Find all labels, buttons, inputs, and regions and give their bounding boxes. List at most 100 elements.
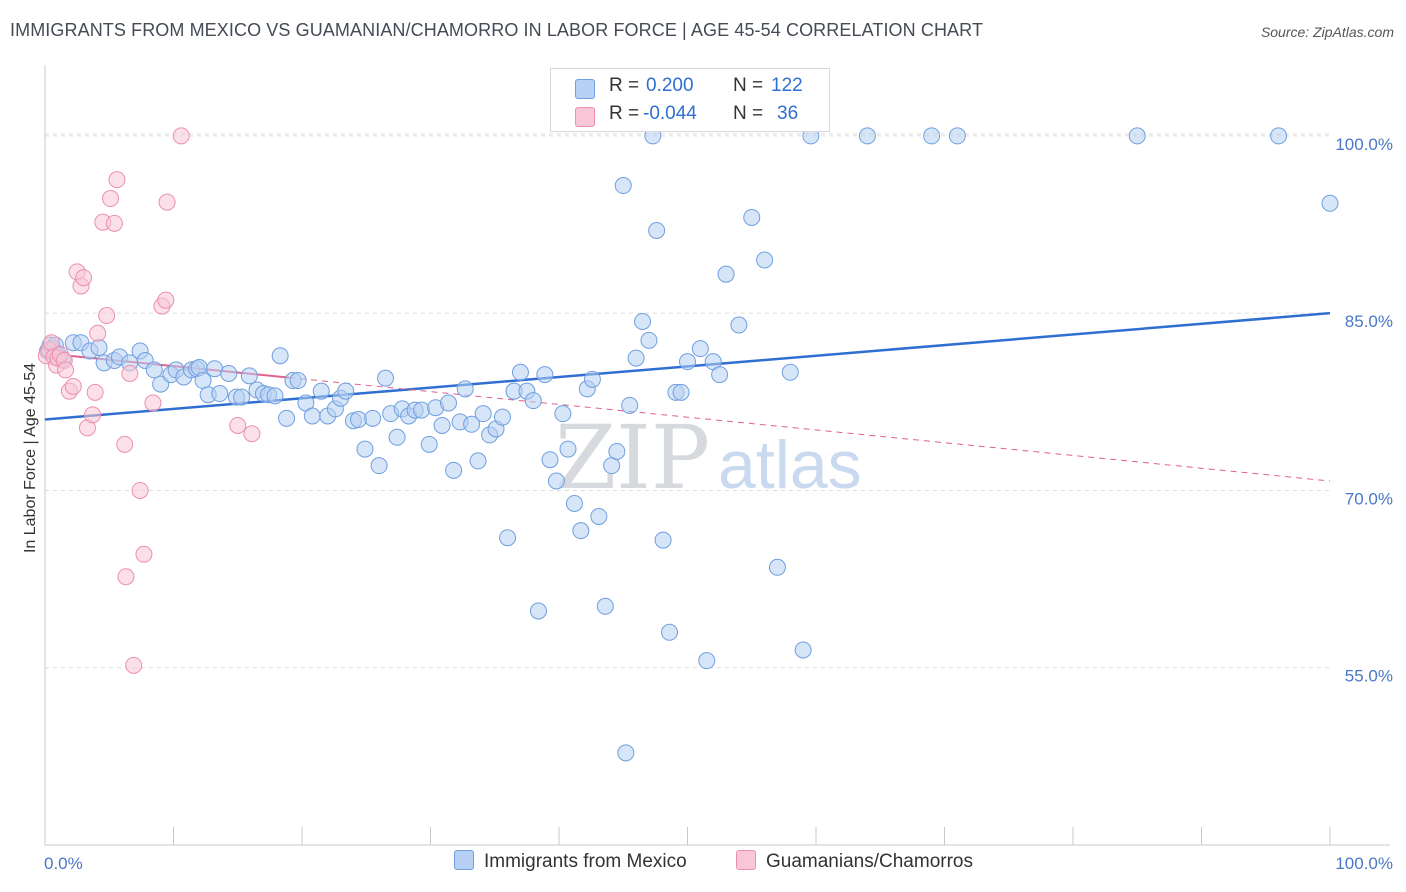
point-guamanian	[229, 416, 247, 434]
y-tick-label: 100.0%	[1335, 135, 1393, 154]
point-guamanian	[172, 127, 190, 145]
point-mexico	[312, 382, 330, 400]
y-tick-label: 70.0%	[1345, 489, 1393, 508]
point-mexico	[145, 361, 163, 379]
point-mexico	[614, 177, 632, 195]
point-mexico	[730, 316, 748, 334]
y-tick-label: 55.0%	[1345, 667, 1393, 686]
legend-swatch-blue	[575, 79, 595, 99]
point-mexico	[433, 416, 451, 434]
point-mexico	[640, 331, 658, 349]
axes	[44, 65, 1390, 846]
point-mexico	[565, 494, 583, 512]
data-points	[37, 127, 1339, 762]
point-mexico	[493, 408, 511, 426]
point-mexico	[756, 251, 774, 269]
point-mexico	[1270, 127, 1288, 145]
point-guamanian	[116, 435, 134, 453]
legend-n-value: 122	[771, 75, 803, 96]
point-guamanian	[135, 545, 153, 563]
point-mexico	[529, 602, 547, 620]
y-tick-label: 85.0%	[1345, 312, 1393, 331]
point-guamanian	[75, 269, 93, 287]
point-guamanian	[89, 324, 107, 342]
bottom-legend-mexico: Immigrants from Mexico	[454, 850, 687, 873]
point-mexico	[948, 127, 966, 145]
point-guamanian	[57, 361, 75, 379]
point-guamanian	[117, 568, 135, 586]
point-mexico	[370, 457, 388, 475]
point-mexico	[1128, 127, 1146, 145]
watermark-atlas: atlas	[718, 427, 862, 503]
point-guamanian	[158, 193, 176, 211]
point-guamanian	[102, 190, 120, 208]
point-mexico	[717, 265, 735, 283]
point-mexico	[608, 442, 626, 460]
legend-row-mexico: R = 0.200 N = 122	[551, 73, 829, 101]
point-mexico	[691, 340, 709, 358]
point-mexico	[541, 451, 559, 469]
point-mexico	[456, 380, 474, 398]
point-mexico	[661, 623, 679, 641]
bottom-legend-guamanian: Guamanians/Chamorros	[736, 850, 973, 873]
point-guamanian	[125, 656, 143, 674]
point-guamanian	[243, 425, 261, 443]
legend-row-guamanian: R = -0.044 N = 36	[551, 101, 829, 129]
point-mexico	[463, 415, 481, 433]
point-mexico	[420, 435, 438, 453]
point-mexico	[337, 382, 355, 400]
point-mexico	[559, 440, 577, 458]
point-mexico	[711, 366, 729, 384]
point-mexico	[445, 461, 463, 479]
point-mexico	[388, 428, 406, 446]
point-mexico	[743, 208, 761, 226]
point-mexico	[206, 360, 224, 378]
point-mexico	[627, 349, 645, 367]
legend-r-value: 0.200	[646, 75, 694, 96]
point-guamanian	[131, 481, 149, 499]
point-mexico	[923, 127, 941, 145]
point-mexico	[547, 472, 565, 490]
legend-n-label: N =	[733, 103, 764, 124]
point-guamanian	[86, 383, 104, 401]
point-mexico	[617, 744, 635, 762]
point-mexico	[271, 347, 289, 365]
correlation-legend: R = 0.200 N = 122 R = -0.044 N = 36	[550, 68, 830, 132]
point-mexico	[266, 387, 284, 405]
point-mexico	[654, 531, 672, 549]
point-mexico	[356, 440, 374, 458]
point-mexico	[90, 338, 108, 356]
point-mexico	[350, 411, 368, 429]
point-guamanian	[84, 406, 102, 424]
x-tick-label: 0.0%	[44, 854, 83, 873]
x-tick-label: 100.0%	[1335, 854, 1393, 873]
point-mexico	[289, 372, 307, 390]
point-mexico	[1321, 194, 1339, 212]
point-mexico	[554, 405, 572, 423]
point-mexico	[590, 507, 608, 525]
point-guamanian	[157, 291, 175, 309]
legend-n-label: N =	[733, 75, 764, 96]
point-mexico	[413, 401, 431, 419]
chart-title: IMMIGRANTS FROM MEXICO VS GUAMANIAN/CHAM…	[10, 20, 984, 40]
point-mexico	[211, 385, 229, 403]
point-guamanian	[121, 364, 139, 382]
point-mexico	[768, 558, 786, 576]
point-mexico	[634, 312, 652, 330]
point-mexico	[524, 392, 542, 410]
tick-labels: 55.0% 70.0% 85.0% 100.0% 0.0% 100.0%	[44, 135, 1393, 873]
point-mexico	[679, 353, 696, 371]
legend-r-label: R =	[609, 75, 640, 96]
point-mexico	[474, 405, 492, 423]
legend-swatch-pink	[575, 107, 595, 127]
point-mexico	[377, 369, 395, 387]
legend-r-value: -0.044	[643, 103, 697, 124]
point-mexico	[621, 396, 639, 414]
point-mexico	[672, 383, 690, 401]
point-mexico	[303, 407, 321, 425]
point-guamanian	[98, 307, 116, 325]
point-mexico	[596, 597, 614, 615]
legend-n-value: 36	[777, 103, 799, 124]
point-mexico	[439, 394, 457, 412]
